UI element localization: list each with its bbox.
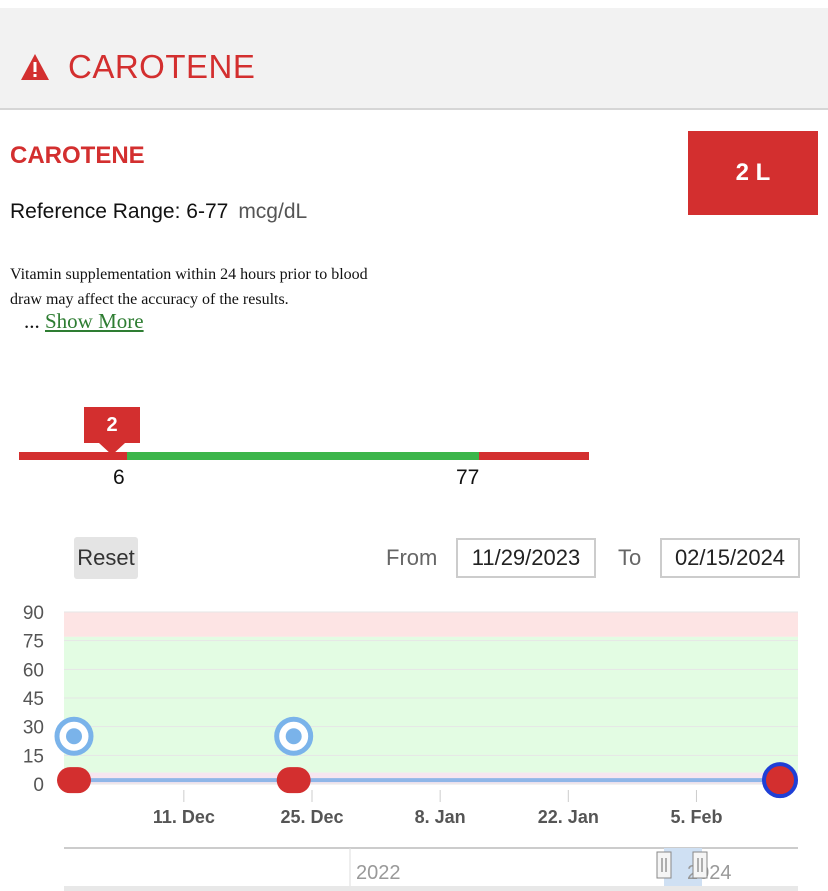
chart-band-0: [64, 612, 798, 637]
show-more-row: ... Show More: [24, 309, 144, 334]
x-tick-label: 22. Jan: [538, 807, 599, 827]
x-tick-label: 11. Dec: [153, 807, 215, 827]
reset-button[interactable]: Reset: [74, 537, 138, 579]
data-point-marker-selected: [762, 762, 798, 799]
ellipsis: ...: [24, 309, 40, 333]
navigator-label: 2022: [356, 862, 401, 884]
navigator-label: 2024: [687, 862, 732, 884]
result-badge: 2 L: [688, 131, 818, 215]
data-point-marker: [57, 767, 91, 794]
reference-unit: mcg/dL: [238, 200, 308, 223]
range-bar-normal: [127, 452, 479, 460]
info-marker-dot: [285, 728, 302, 745]
y-tick-label: 45: [23, 689, 44, 710]
x-tick-label: 25. Dec: [280, 807, 343, 827]
x-tick-label: 8. Jan: [415, 807, 466, 827]
y-tick-label: 75: [23, 632, 44, 653]
navigator-range: [664, 848, 702, 891]
x-tick-label: 5. Feb: [670, 807, 722, 827]
chart-band-low: [64, 772, 798, 784]
to-date-input[interactable]: 02/15/2024: [660, 538, 800, 578]
value-flag-pointer: [99, 443, 125, 455]
from-label: From: [386, 545, 438, 570]
y-tick-label: 15: [23, 746, 44, 767]
reference-range-label: Reference Range: 6-77: [10, 200, 229, 223]
show-more-link[interactable]: Show More: [45, 309, 144, 333]
navigator-handle: [656, 851, 672, 879]
page-title: CAROTENE: [68, 48, 256, 85]
range-bar-low: [19, 452, 127, 460]
test-note: Vitamin supplementation within 24 hours …: [10, 266, 368, 308]
navigator-scrollbar: [64, 886, 798, 891]
data-point-marker: [276, 767, 311, 794]
y-tick-label: 60: [23, 660, 44, 681]
warning-icon: [21, 54, 49, 80]
navigator-handle: [692, 851, 708, 879]
info-marker-dot: [66, 728, 82, 745]
y-tick-label: 0: [33, 775, 44, 796]
range-bar-high: [479, 452, 589, 460]
chart-band-1: [64, 636, 798, 773]
to-label: To: [618, 545, 642, 570]
range-low-label: 6: [113, 466, 125, 489]
info-marker-ring: [54, 716, 94, 756]
y-tick-label: 30: [23, 718, 44, 739]
from-date-input[interactable]: 11/29/2023: [456, 538, 596, 578]
value-flag: 2: [84, 407, 140, 443]
y-tick-label: 90: [23, 603, 44, 624]
info-marker-ring: [274, 716, 314, 756]
page-header: CAROTENE: [0, 8, 828, 110]
reference-range: Reference Range: 6-77 mcg/dL: [10, 200, 307, 224]
test-name: CAROTENE: [10, 142, 145, 169]
range-high-label: 77: [456, 466, 480, 489]
